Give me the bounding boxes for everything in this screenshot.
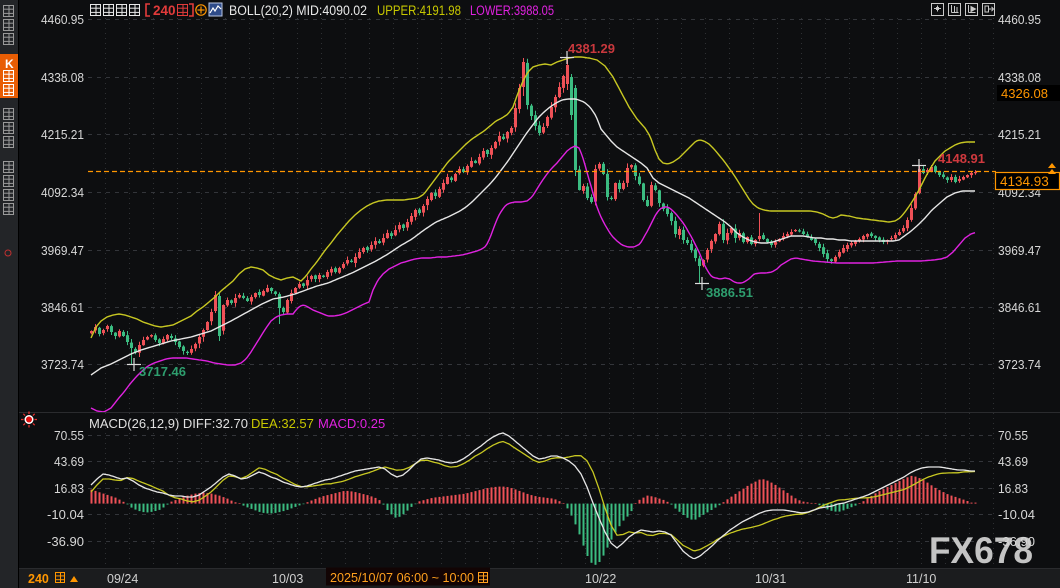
svg-text:70.55: 70.55 (998, 428, 1028, 443)
svg-text:MACD:0.25: MACD:0.25 (318, 416, 385, 431)
svg-text:4092.34: 4092.34 (41, 185, 84, 200)
svg-text:FX678: FX678 (929, 530, 1033, 571)
svg-text:UPPER:4191.98: UPPER:4191.98 (377, 3, 461, 18)
svg-text:16.83: 16.83 (54, 481, 84, 496)
svg-text:3969.47: 3969.47 (998, 243, 1041, 258)
svg-text:10/03: 10/03 (272, 572, 303, 586)
svg-text:3723.74: 3723.74 (41, 357, 84, 372)
svg-text:3886.51: 3886.51 (706, 285, 753, 300)
svg-text:4215.21: 4215.21 (998, 127, 1041, 142)
svg-text:10/31: 10/31 (755, 572, 786, 586)
svg-text:09/24: 09/24 (107, 572, 138, 586)
svg-text:BOLL(20,2) MID:4090.02: BOLL(20,2) MID:4090.02 (229, 3, 367, 18)
svg-text:10/22: 10/22 (585, 572, 616, 586)
svg-text:MACD(26,12,9) DIFF:32.70: MACD(26,12,9) DIFF:32.70 (89, 416, 248, 431)
svg-text:240: 240 (28, 572, 49, 586)
svg-text:16.83: 16.83 (998, 481, 1028, 496)
svg-text:3969.47: 3969.47 (41, 243, 84, 258)
svg-text:43.69: 43.69 (998, 454, 1028, 469)
svg-text:3723.74: 3723.74 (998, 357, 1041, 372)
svg-text:4338.08: 4338.08 (41, 70, 84, 85)
svg-text:70.55: 70.55 (54, 428, 84, 443)
svg-text:2025/10/07 06:00 ~ 10:00: 2025/10/07 06:00 ~ 10:00 (330, 570, 474, 585)
svg-text:4148.91: 4148.91 (938, 151, 985, 166)
svg-text:DEA:32.57: DEA:32.57 (251, 416, 314, 431)
svg-text:-10.04: -10.04 (998, 507, 1035, 522)
svg-text:4134.93: 4134.93 (1000, 174, 1049, 189)
svg-text:-36.90: -36.90 (998, 534, 1035, 549)
svg-text:3846.61: 3846.61 (41, 300, 84, 315)
svg-text:4460.95: 4460.95 (41, 12, 84, 27)
svg-text:3846.61: 3846.61 (998, 300, 1041, 315)
svg-text:240: 240 (153, 3, 176, 18)
svg-text:4215.21: 4215.21 (41, 127, 84, 142)
svg-text:4381.29: 4381.29 (568, 41, 615, 56)
svg-text:K: K (5, 57, 14, 71)
svg-text:-10.04: -10.04 (47, 507, 84, 522)
svg-text:4326.08: 4326.08 (1001, 86, 1048, 101)
svg-text:11/10: 11/10 (906, 572, 936, 586)
svg-text:LOWER:3988.05: LOWER:3988.05 (470, 3, 554, 18)
svg-text:3717.46: 3717.46 (139, 364, 186, 379)
svg-text:-36.90: -36.90 (47, 534, 84, 549)
svg-text:4338.08: 4338.08 (998, 70, 1041, 85)
svg-text:43.69: 43.69 (54, 454, 84, 469)
svg-text:4460.95: 4460.95 (998, 12, 1041, 27)
